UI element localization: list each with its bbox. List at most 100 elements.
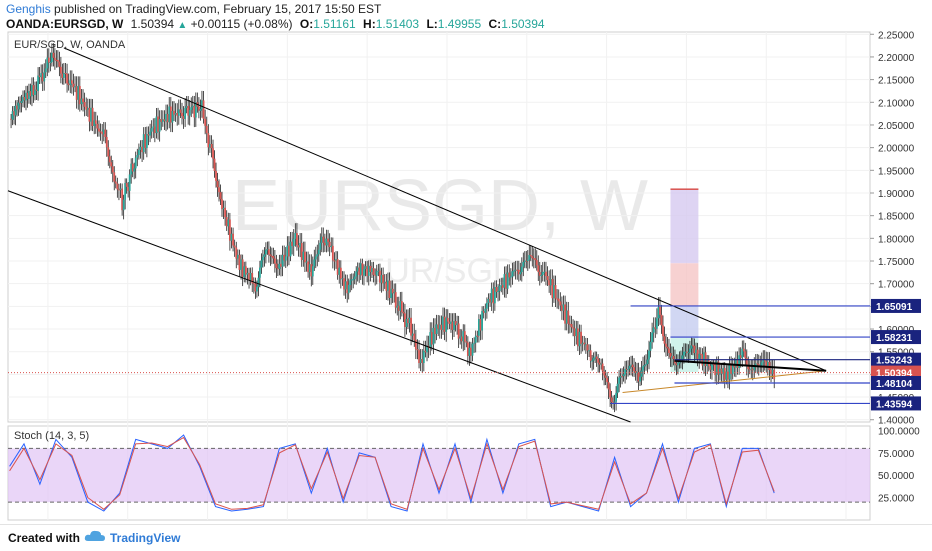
candle-body xyxy=(26,92,29,99)
stoch-tick-label: 50.0000 xyxy=(878,471,915,482)
candle-body xyxy=(62,73,65,78)
stoch-label: Stoch (14, 3, 5) xyxy=(14,430,89,442)
candle-body xyxy=(422,350,425,363)
candle-body xyxy=(414,339,417,350)
candle-body xyxy=(564,304,567,324)
candle-body xyxy=(535,260,538,266)
candle-body xyxy=(94,120,97,124)
candle-body xyxy=(179,109,182,113)
candle-body xyxy=(696,349,699,359)
candle-body xyxy=(450,321,452,324)
candle-body xyxy=(374,274,377,276)
candle-body xyxy=(543,271,546,273)
candle-body xyxy=(470,347,472,356)
candle-body xyxy=(568,323,571,325)
candle-body xyxy=(188,109,191,116)
candle-body xyxy=(210,143,213,149)
trend-line xyxy=(622,370,827,394)
price-axis[interactable]: 2.25000 2.20000 2.15000 2.10000 2.05000 2.000… xyxy=(870,30,921,427)
candle-body xyxy=(665,343,667,347)
candle-body xyxy=(52,52,55,58)
candle-body xyxy=(519,272,522,275)
author-link[interactable]: Genghis xyxy=(6,2,51,16)
candle-body xyxy=(238,254,241,270)
candle-body xyxy=(498,285,501,292)
candle-body xyxy=(430,332,433,345)
candle-body xyxy=(221,199,223,210)
candle-body xyxy=(358,267,361,275)
candle-body xyxy=(297,245,300,248)
candle-body xyxy=(145,134,148,148)
candle-body xyxy=(50,52,53,62)
candle-body xyxy=(322,236,325,243)
close-label: C: xyxy=(488,17,502,31)
candle-body xyxy=(426,345,428,353)
candle-body xyxy=(174,113,177,115)
candle-body xyxy=(32,85,35,95)
candle-body xyxy=(537,265,540,272)
candle-body xyxy=(643,365,646,367)
candle-body xyxy=(305,261,308,263)
candle-body xyxy=(262,256,264,261)
candle-body xyxy=(628,365,631,369)
candle-body xyxy=(750,368,753,370)
price-label-box xyxy=(871,396,921,411)
candle-body xyxy=(725,371,728,380)
candle-body xyxy=(712,364,715,366)
horizontal-levels xyxy=(610,305,870,405)
candle-body xyxy=(609,389,612,398)
candle-body xyxy=(456,323,459,326)
y-tick-label: 2.25000 xyxy=(878,30,915,41)
price-change: +0.00115 (+0.08%) xyxy=(190,17,293,31)
candle-body xyxy=(150,128,153,132)
tradingview-brand[interactable]: TradingView xyxy=(110,531,181,545)
candle-body xyxy=(402,311,405,314)
candle-body xyxy=(462,331,465,342)
candle-body xyxy=(513,270,515,272)
candle-body xyxy=(595,356,598,359)
candle-body xyxy=(709,366,712,370)
candle-body xyxy=(465,341,468,343)
candle-body xyxy=(23,97,26,101)
candle-body xyxy=(473,342,476,344)
stoch-tick-label: 25.0000 xyxy=(878,494,915,505)
candle-body xyxy=(187,105,190,116)
candle-body xyxy=(592,357,595,361)
candle-body xyxy=(121,188,124,211)
price-label-box xyxy=(871,352,921,367)
candle-body xyxy=(327,238,329,242)
candle-body xyxy=(191,105,194,108)
y-tick-label: 2.20000 xyxy=(878,53,915,64)
candle-body xyxy=(622,374,625,377)
candle-body xyxy=(572,327,574,329)
candle-body xyxy=(692,345,694,347)
candle-body xyxy=(161,119,164,122)
candle-body xyxy=(288,245,290,257)
candle-body xyxy=(254,283,257,292)
candle-body xyxy=(55,59,58,61)
watermark-title: EURSGD, W xyxy=(232,166,648,246)
candle-body xyxy=(508,272,511,278)
candle-body xyxy=(347,284,350,294)
candle-body xyxy=(445,317,448,332)
candle-body xyxy=(532,258,535,260)
candle-body xyxy=(96,123,99,129)
candle-body xyxy=(283,254,286,261)
last-price: 1.50394 xyxy=(130,17,175,31)
candle-body xyxy=(284,256,287,261)
trend-line xyxy=(63,47,827,372)
publish-info: published on TradingView.com, February 1… xyxy=(54,2,382,16)
candle-body xyxy=(40,73,43,78)
candle-body xyxy=(471,343,474,356)
candle-body xyxy=(17,102,20,110)
candle-body xyxy=(651,332,654,342)
candle-body xyxy=(361,263,364,276)
candle-body xyxy=(583,342,586,345)
candle-body xyxy=(275,263,278,269)
candle-body xyxy=(83,102,86,107)
candle-body xyxy=(359,263,362,275)
candle-body xyxy=(22,97,24,102)
candle-body xyxy=(509,276,512,278)
candle-body xyxy=(38,75,41,78)
